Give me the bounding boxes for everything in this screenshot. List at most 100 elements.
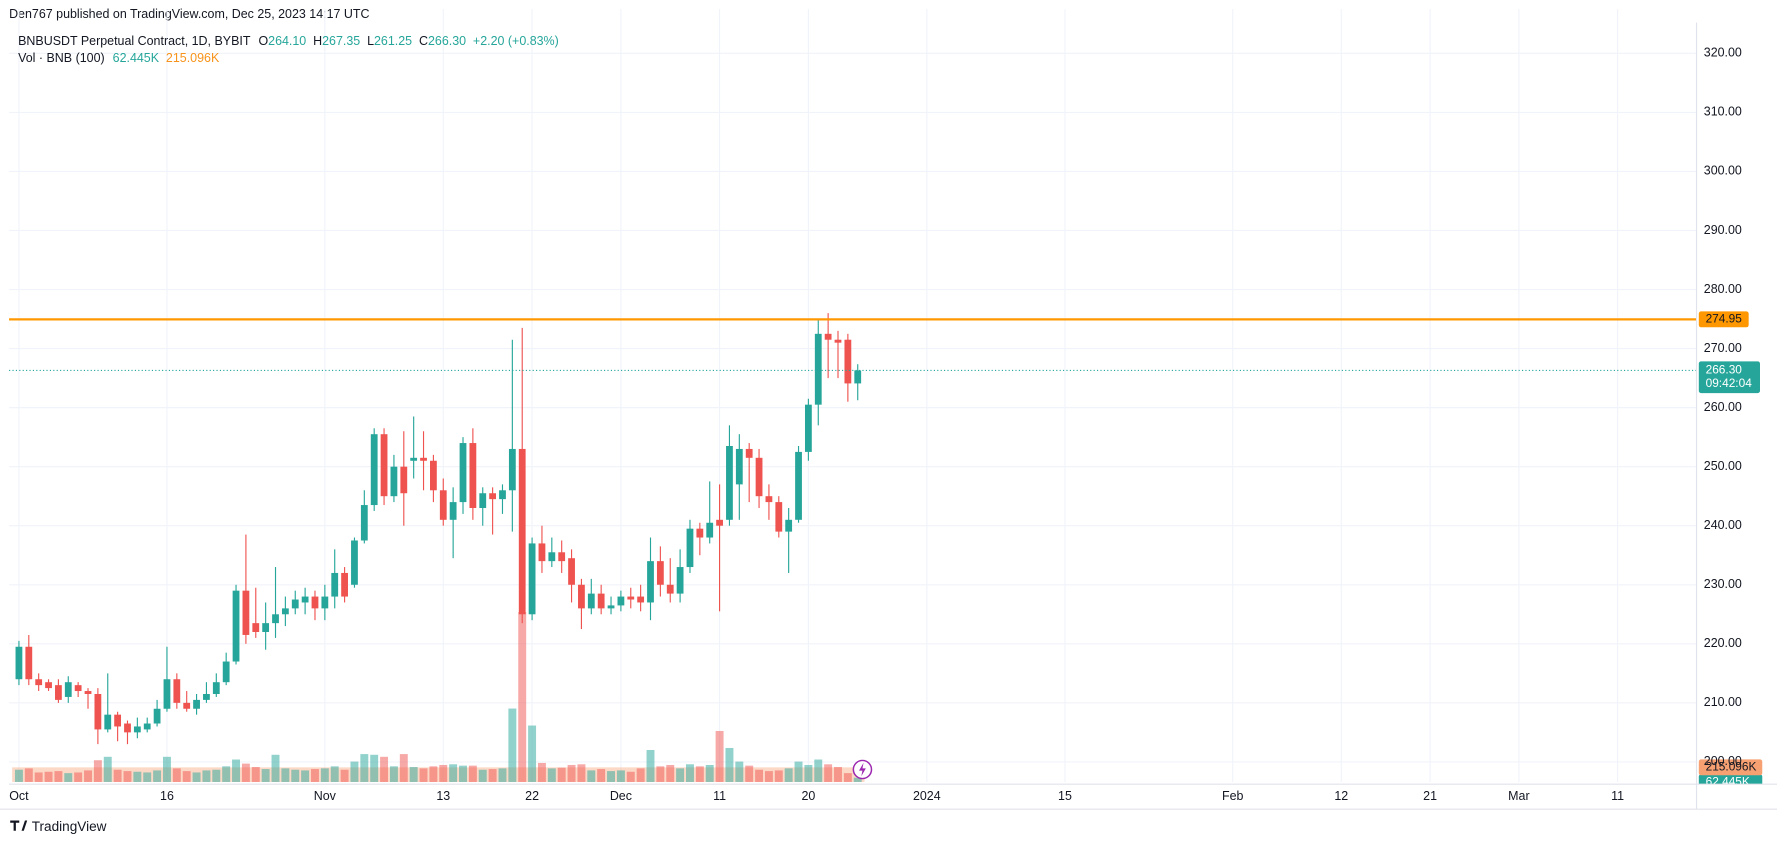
last-price-tag <box>1698 361 1760 394</box>
volume-bar <box>498 768 507 782</box>
volume-bar <box>340 769 349 782</box>
candle-body <box>341 572 348 597</box>
replay-icon[interactable] <box>852 759 873 780</box>
candle-body <box>568 558 575 585</box>
volume-bar <box>834 767 842 782</box>
volume-bar <box>607 771 615 782</box>
volume-bar <box>745 765 754 782</box>
legend-volume: Vol · BNB (100) 62.445K 215.096K <box>18 51 220 65</box>
volume-bar <box>370 754 379 782</box>
volume-bar <box>735 761 744 782</box>
candle-body <box>558 552 566 562</box>
volume-bar <box>84 770 92 782</box>
candle-body <box>124 723 131 733</box>
volume-bar <box>725 747 734 782</box>
x-tick-label: 13 <box>436 789 450 803</box>
volume-bar <box>44 771 53 782</box>
candle-body <box>627 596 635 600</box>
volume-bar <box>301 770 310 782</box>
volume-bar <box>695 766 704 782</box>
candle-body <box>449 502 457 520</box>
candle-body <box>508 448 516 491</box>
volume-bar <box>14 769 23 782</box>
candle-body <box>321 596 329 609</box>
reading-key: L <box>367 34 374 48</box>
volume-bar <box>449 764 458 782</box>
volume-bar <box>439 764 448 782</box>
candle-body <box>64 682 72 697</box>
volume-bar <box>587 770 596 782</box>
candle-body <box>262 623 270 632</box>
reading-change: +2.20 (+0.83%) <box>473 34 559 48</box>
candle-body <box>706 522 714 538</box>
volume-bar <box>172 768 181 782</box>
candle-body <box>765 496 773 503</box>
candle-body <box>193 699 200 709</box>
candle-body <box>74 685 82 692</box>
candle-body <box>469 443 477 508</box>
volume-bar <box>577 764 586 782</box>
y-tick-label: 280.00 <box>1704 282 1742 296</box>
candles <box>15 313 862 745</box>
x-tick-label: 20 <box>801 789 815 803</box>
candle-body <box>716 519 723 526</box>
candle-body <box>676 567 684 594</box>
volume-bar <box>616 770 625 782</box>
candle-body <box>578 584 585 609</box>
volume-bar <box>705 764 714 782</box>
volume-bar <box>153 770 162 782</box>
reading-value: 264.10 <box>268 34 306 48</box>
candle-body <box>104 714 112 730</box>
x-tick-label: 16 <box>160 789 174 803</box>
candle-body <box>203 693 210 700</box>
candle-body <box>212 682 220 694</box>
volume-bar <box>843 773 852 782</box>
volume-bar <box>350 761 359 782</box>
candle-body <box>518 448 526 615</box>
reading-key: C <box>419 34 428 48</box>
candle-body <box>390 466 398 497</box>
volume-bar <box>488 769 497 782</box>
brand: TradingView <box>10 819 107 834</box>
level-label: 274.95 <box>1706 311 1743 325</box>
y-tick-label: 250.00 <box>1704 459 1742 473</box>
candle-body <box>459 443 467 503</box>
candle-body <box>133 726 141 733</box>
candle-body <box>548 552 556 562</box>
candle-body <box>834 339 842 343</box>
candle-body <box>755 457 763 497</box>
brand-name: TradingView <box>32 819 107 834</box>
candle-body <box>637 596 645 603</box>
candle-body <box>745 448 753 458</box>
y-tick-label: 220.00 <box>1704 636 1742 650</box>
volume-bar <box>271 754 280 782</box>
candle-body <box>55 685 62 700</box>
reading-value: 267.35 <box>322 34 360 48</box>
volume-bar <box>222 766 231 782</box>
volume-bar <box>123 771 132 782</box>
x-tick-label: 11 <box>1611 789 1624 803</box>
candle-body <box>844 339 852 384</box>
candle-body <box>25 646 33 680</box>
candle-body <box>143 723 151 730</box>
volume-bar <box>666 764 675 782</box>
volume-bar <box>54 771 63 782</box>
candle-body <box>824 333 832 340</box>
candle-body <box>686 528 694 568</box>
candle-body <box>351 540 358 585</box>
candle-body <box>153 708 161 724</box>
candle-body <box>479 493 487 508</box>
volume-bar <box>547 768 556 782</box>
volume-bar <box>636 768 645 782</box>
volume-bar <box>557 767 566 782</box>
candle-body <box>281 608 289 615</box>
volume-bar <box>241 763 250 782</box>
candle-body <box>301 596 309 603</box>
candle-body <box>400 466 408 494</box>
y-tick-label: 300.00 <box>1704 164 1742 178</box>
reading-value: 261.25 <box>374 34 412 48</box>
candle-body <box>854 370 862 384</box>
volume-bar <box>755 769 764 782</box>
